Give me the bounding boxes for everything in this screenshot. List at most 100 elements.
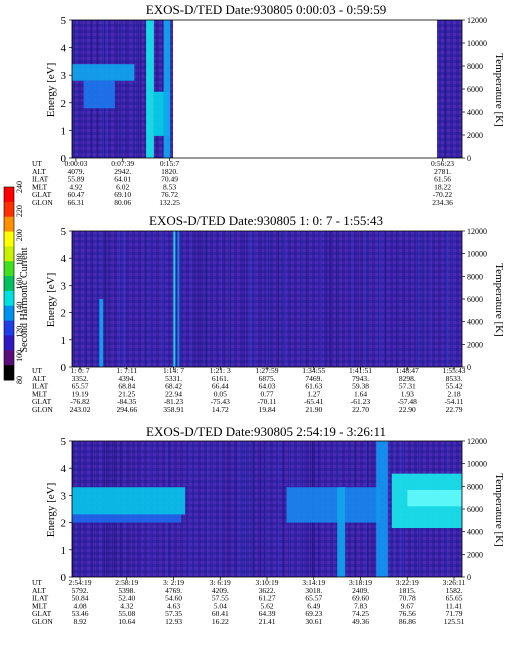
orbit-row-label: ALT [32,586,46,595]
heatmap-streak [244,441,246,577]
y-right-tick-label: 4000 [467,318,483,327]
y-tick-label: 1 [61,125,67,137]
orbit-cell-ilat: 54.60 [165,594,182,603]
orbit-cell-ut: 1:27:59 [256,366,279,375]
panel-3-title: EXOS-D/TED Date:930805 2:54:19 - 3:26:11 [146,424,386,439]
orbit-cell-ut: 1:14: 7 [163,366,184,375]
orbit-cell-mlt: 4.63 [167,601,180,610]
panel-1-title: EXOS-D/TED Date:930805 0:00:03 - 0:59:59 [146,2,386,17]
heatmap-streak [430,231,432,367]
y-right-tick-label: 4000 [467,528,483,537]
orbit-cell-glat: 60.41 [212,609,229,618]
heatmap-streak [243,231,245,367]
orbit-row-label: MLT [32,182,48,191]
y-right-tick-label: 6000 [467,505,483,514]
orbit-cell-alt: 4209. [212,586,229,595]
heatmap-streak [74,20,76,158]
heatmap-streak [260,441,262,577]
colorbar-tick-label: 200 [15,229,24,241]
heatmap-streak [403,231,405,367]
y-tick-label: 5 [61,436,67,448]
orbit-cell-glon: 86.86 [399,617,416,626]
orbit-cell-ut: 3: 2:19 [163,578,184,587]
heatmap-streak [211,441,213,577]
orbit-cell-glon: 22.70 [352,405,369,414]
heatmap-streak [248,231,250,367]
y-tick-label: 2 [61,518,67,530]
orbit-cell-ilat: 69.60 [352,594,369,603]
orbit-cell-ilat: 68.84 [118,382,135,391]
orbit-cell-mlt: 0.77 [260,389,273,398]
heatmap-streak [438,20,440,158]
orbit-cell-alt: 2942. [114,167,131,176]
heatmap-streak [75,20,77,158]
orbit-cell-glon: 12.93 [165,617,182,626]
y-right-tick-label: 2000 [467,340,483,349]
y-right-tick-label: 6000 [467,85,483,94]
orbit-cell-ut: 1:55:43 [443,366,466,375]
y-right-tick-label: 0 [467,363,471,372]
heatmap-streak [319,231,321,367]
orbit-cell-ilat: 64.03 [259,382,276,391]
heatmap-streak [239,441,241,577]
orbit-cell-ut: 2:54:19 [69,578,92,587]
orbit-cell-mlt: 4.32 [120,601,133,610]
orbit-cell-ilat: 65.65 [446,594,463,603]
panel-2-ylabel: Energy [eV] [45,273,57,327]
orbit-cell-glat: -61.23 [351,397,371,406]
orbit-cell-mlt: 22.94 [165,389,182,398]
heatmap-streak [155,20,157,158]
heatmap-streak [451,231,453,367]
orbit-row-label: ALT [32,167,46,176]
orbit-cell-glat: 76.72 [161,190,178,199]
orbit-cell-ilat: 68.42 [165,382,182,391]
colorbar-ticks: 80 100 120 140 160 180 200 220 240 [15,181,24,384]
orbit-row-label: UT [32,159,42,168]
data-gap [173,20,438,158]
y-tick-label: 2 [61,308,67,320]
orbit-cell-glat: -54.11 [444,397,463,406]
orbit-cell-alt: 1582. [446,586,463,595]
orbit-cell-glon: 49.36 [352,617,369,626]
heatmap-streak [117,20,119,158]
colorbar-swatch [4,320,14,336]
orbit-cell-glon: 125.51 [444,617,465,626]
orbit-cell-glat: -84.35 [117,397,137,406]
heatmap-streak [357,231,359,367]
panel-1-ylabel: Energy [eV] [45,63,57,117]
heatmap-streak [305,231,307,367]
orbit-cell-ilat: 57.31 [399,382,416,391]
colorbar-tick-label: 240 [15,181,24,193]
orbit-cell-glat: 60.47 [67,190,84,199]
orbit-cell-glon: 16.22 [212,617,229,626]
orbit-cell-glat: 64.39 [259,609,276,618]
y-tick-label: 0 [61,362,67,374]
heatmap-streak [206,231,208,367]
y-right-tick-label: 8000 [467,482,483,491]
y-tick-label: 3 [61,490,67,502]
orbit-cell-mlt: 8.53 [163,182,176,191]
heatmap-streak [221,231,223,367]
heatmap-streak [161,20,163,158]
heatmap-streak [206,231,208,367]
y-right-tick-label: 8000 [467,62,483,71]
orbit-cell-ut: 3:18:19 [349,578,372,587]
heatmap-cell [72,487,186,515]
orbit-cell-ut: 0:56:23 [431,159,454,168]
heatmap-streak [92,231,94,367]
heatmap-streak [328,231,330,367]
heatmap-streak [326,231,328,367]
heatmap-cell [146,20,154,158]
heatmap-streak [252,441,254,577]
y-tick-label: 2 [61,98,67,110]
y-right-tick-label: 2000 [467,131,483,140]
colorbar-swatch [4,187,14,203]
colorbar-swatch [4,335,14,351]
heatmap-streak [105,231,107,367]
panel-3-ylabel-right: Temperature [K] [493,473,505,546]
y-tick-label: 4 [61,463,67,475]
heatmap-streak [444,20,446,158]
